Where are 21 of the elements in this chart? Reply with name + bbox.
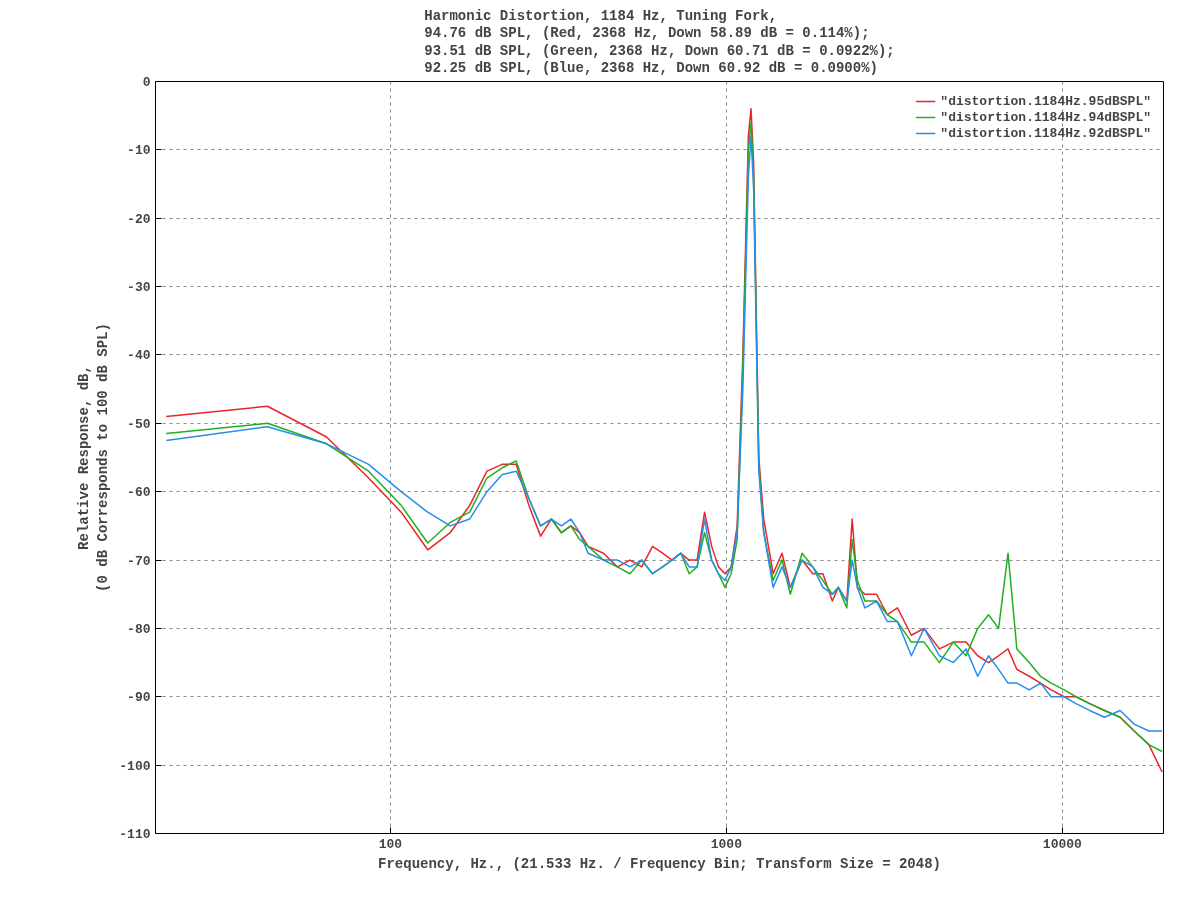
legend-label: "distortion.1184Hz.92dBSPL" (940, 125, 1151, 141)
x-tick-label: 10000 (1042, 836, 1083, 852)
y-tick-label: -110 (119, 827, 151, 842)
x-tick-label: 1000 (710, 836, 743, 852)
y-tick-label: -30 (127, 280, 151, 296)
legend-label: "distortion.1184Hz.95dBSPL" (940, 93, 1151, 109)
y-tick-label: -90 (127, 690, 151, 706)
y-tick-label: -70 (127, 553, 151, 569)
y-tick-label: 0 (142, 75, 151, 90)
y-tick-label: -100 (119, 758, 151, 774)
y-tick-label: -80 (127, 621, 151, 637)
y-tick-label: -60 (127, 485, 151, 501)
x-axis-title: Frequency, Hz., (21.533 Hz. / Frequency Bin; Transform Size = 2048) (378, 855, 941, 872)
legend-label: "distortion.1184Hz.94dBSPL" (940, 109, 1151, 125)
y-tick-label: -10 (127, 143, 151, 159)
y-axis-title: Relative Response, dB, (0 dB Corresponds to 100 dB SPL) (76, 323, 112, 592)
y-tick-label: -50 (127, 416, 151, 432)
chart-title: Harmonic Distortion, 1184 Hz, Tuning Fork, 94.76 dB SPL, (Red, 2368 Hz, Down 58.89 dB = 0.114%); 93.51 dB SPL, (Green, 2368 Hz, Down 60.71 dB = 0.0922%); 92.25 dB SPL, (Blue, 2368 Hz, Down 60.92 dB = 0.0900%) (424, 7, 895, 77)
x-tick-label: 100 (378, 836, 403, 852)
y-tick-label: -40 (127, 348, 151, 364)
y-tick-label: -20 (127, 211, 151, 227)
